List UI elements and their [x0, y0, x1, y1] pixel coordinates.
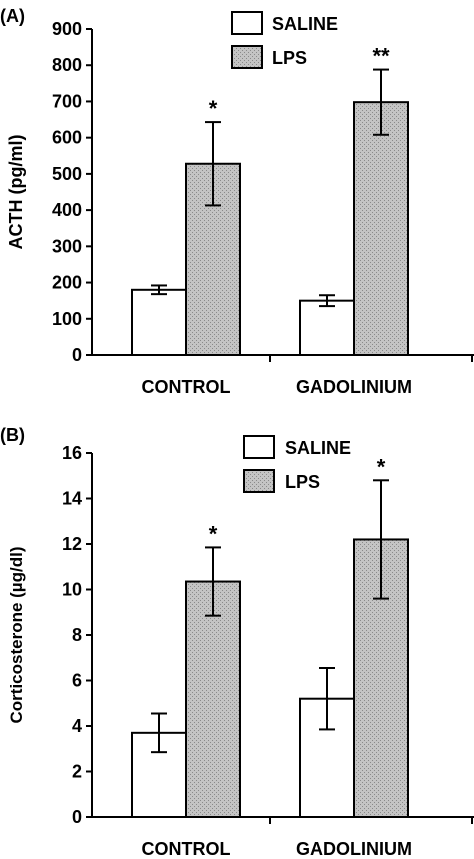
significance-mark: ** — [372, 44, 390, 69]
y-tick-label: 900 — [52, 19, 82, 39]
legend-swatch-saline — [243, 435, 275, 459]
y-tick-label: 14 — [62, 489, 82, 509]
y-tick-label: 6 — [72, 671, 82, 691]
y-tick-label: 12 — [62, 534, 82, 554]
panel-label: (B) — [0, 425, 25, 445]
y-tick-label: 8 — [72, 625, 82, 645]
category-label: GADOLINIUM — [296, 839, 412, 859]
y-tick-label: 300 — [52, 236, 82, 256]
y-tick-label: 800 — [52, 55, 82, 75]
y-tick-label: 700 — [52, 91, 82, 111]
y-tick-label: 2 — [72, 762, 82, 782]
lps-bar — [185, 580, 241, 818]
significance-mark: * — [209, 96, 218, 121]
y-axis-title: Corticosterone (µg/dl) — [7, 547, 26, 724]
y-axis-title: ACTH (pg/ml) — [6, 135, 26, 250]
legend-label-lps: LPS — [272, 48, 307, 68]
significance-mark: * — [209, 521, 218, 546]
panel-b-chart: (B) Corticosterone (µg/dl) 0 2 4 6 8 10 12 14 16 * C… — [0, 425, 474, 859]
category-label: CONTROL — [142, 377, 231, 397]
y-tick-label: 0 — [72, 345, 82, 365]
panel-label: (A) — [0, 6, 25, 26]
legend-swatch-saline — [231, 11, 263, 35]
y-tick-label: 100 — [52, 309, 82, 329]
y-tick-label: 10 — [62, 580, 82, 600]
y-tick-label: 500 — [52, 164, 82, 184]
y-tick-label: 0 — [72, 807, 82, 827]
saline-bar — [299, 299, 355, 356]
y-tick-label: 200 — [52, 273, 82, 293]
y-tick-label: 600 — [52, 128, 82, 148]
y-tick-label: 16 — [62, 443, 82, 463]
significance-mark: * — [377, 454, 386, 479]
legend-swatch-lps — [243, 469, 275, 493]
category-label: GADOLINIUM — [296, 377, 412, 397]
y-tick-label: 400 — [52, 200, 82, 220]
lps-bar — [353, 101, 409, 357]
legend-label-lps: LPS — [285, 472, 320, 492]
legend-swatch-lps — [231, 45, 263, 69]
panel-a-chart: (A) ACTH (pg/ml) 0 100 200 300 400 500 600 700 800… — [0, 6, 474, 397]
saline-bar — [131, 288, 187, 356]
legend-label-saline: SALINE — [272, 14, 338, 34]
y-tick-label: 4 — [72, 716, 82, 736]
category-label: CONTROL — [142, 839, 231, 859]
legend-label-saline: SALINE — [285, 438, 351, 458]
